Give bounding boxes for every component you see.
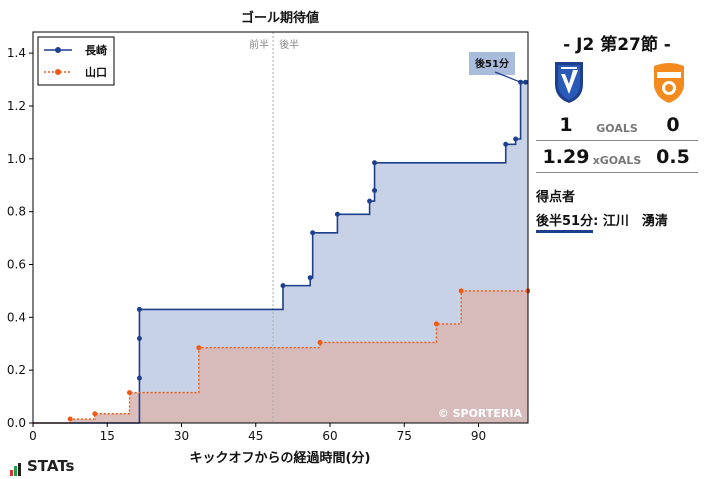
y-tick-label-0: 0.0	[7, 416, 26, 430]
scorer-item: 後半51分: 江川 湧清	[536, 210, 668, 233]
x-tick-label-2: 30	[174, 429, 189, 443]
home-xg: 1.29	[542, 146, 590, 168]
series-0-point-9	[372, 160, 378, 166]
match-panel: - J2 第27節 - 1 GOALS 0 1.29 xGOALS 0.5 得点…	[532, 0, 707, 479]
x-axis-label: キックオフからの経過時間(分)	[190, 450, 371, 466]
plot-frame	[32, 31, 529, 424]
x-tick-label-0: 0	[29, 429, 37, 443]
annotation-label-0: 後51分	[475, 57, 509, 70]
series-0-area	[33, 82, 528, 423]
series-0-point-0	[136, 375, 142, 381]
scorers-title: 得点者	[536, 190, 576, 205]
y-tick-label-5: 1.0	[7, 152, 26, 166]
x-tick-label-5: 75	[397, 429, 412, 443]
y-tick-label-7: 1.4	[7, 46, 26, 60]
xg-chart: ゴール期待値 前半 後半 0 15 30 45 60 75 90 0.0 0.2 0.4 0.6 0.8 1…	[7, 10, 530, 466]
series-0-point-13	[523, 79, 529, 85]
series-0-point-6	[334, 211, 340, 217]
y-tick-label-3: 0.6	[7, 257, 26, 271]
series-1-point-5	[433, 321, 439, 327]
y-tick-label-1: 0.2	[7, 363, 26, 377]
series-1-point-3	[196, 345, 202, 351]
stats-logo: STATs	[10, 457, 74, 476]
scorer-name: : 江川 湧清	[593, 214, 668, 229]
series-1-line	[33, 290, 528, 424]
away-xg: 0.5	[656, 146, 690, 168]
away-goals: 0	[666, 114, 680, 136]
plot-area: 前半 後半 0 15 30 45 60 75 90 0.0 0.2 0.4 0.6 0.8 1.0 1.2 1.…	[7, 31, 530, 443]
series-0-point-3	[280, 283, 286, 289]
home-team-crest-icon	[555, 62, 583, 103]
series-0-point-10	[503, 141, 509, 147]
legend-box	[37, 36, 115, 86]
legend-marker-1	[55, 69, 61, 75]
series-0-point-8	[372, 188, 378, 194]
y-tick-label-4: 0.8	[7, 205, 26, 219]
legend-label-1: 山口	[85, 65, 107, 79]
series-0-point-11	[513, 136, 519, 142]
x-tick-label-1: 15	[100, 429, 115, 443]
watermark: © SPORTERIA	[438, 407, 523, 420]
xgoals-label: xGOALS	[592, 154, 642, 167]
x-tick-label-6: 90	[471, 429, 486, 443]
away-team-crest-icon	[654, 63, 684, 103]
legend-label-0: 長崎	[85, 43, 107, 57]
first-half-label: 前半	[249, 38, 269, 51]
series-0-point-1	[136, 335, 142, 341]
series-1-point-2	[127, 390, 133, 396]
series-0-point-2	[136, 306, 142, 312]
series-1-point-1	[92, 411, 98, 417]
x-tick-label-3: 45	[248, 429, 263, 443]
goals-label: GOALS	[596, 122, 638, 135]
y-tick-label-2: 0.4	[7, 310, 26, 324]
legend-marker-0	[55, 47, 61, 53]
series-0-point-5	[310, 230, 316, 236]
match-title: - J2 第27節 -	[563, 35, 671, 55]
chart-title: ゴール期待値	[241, 10, 319, 26]
annotation-arrow-0	[494, 71, 521, 83]
series-1-point-6	[458, 288, 464, 294]
stats-bars-icon	[10, 458, 22, 476]
xgoals-row: 1.29 xGOALS 0.5	[536, 146, 698, 173]
series-0-point-4	[307, 275, 313, 281]
y-tick-label-6: 1.2	[7, 99, 26, 113]
scorer-time: 後半51分	[536, 210, 594, 233]
home-goals: 1	[559, 114, 573, 136]
second-half-label: 後半	[279, 38, 299, 51]
x-tick-label-4: 60	[322, 429, 337, 443]
series-1-area	[33, 290, 528, 423]
goals-row: 1 GOALS 0	[536, 114, 698, 141]
annotation-box-0	[469, 52, 515, 75]
series-1-point-4	[317, 339, 323, 345]
brand-name: STATs	[27, 457, 75, 475]
series-0-point-7	[367, 198, 373, 204]
series-1-point-0	[67, 416, 73, 422]
